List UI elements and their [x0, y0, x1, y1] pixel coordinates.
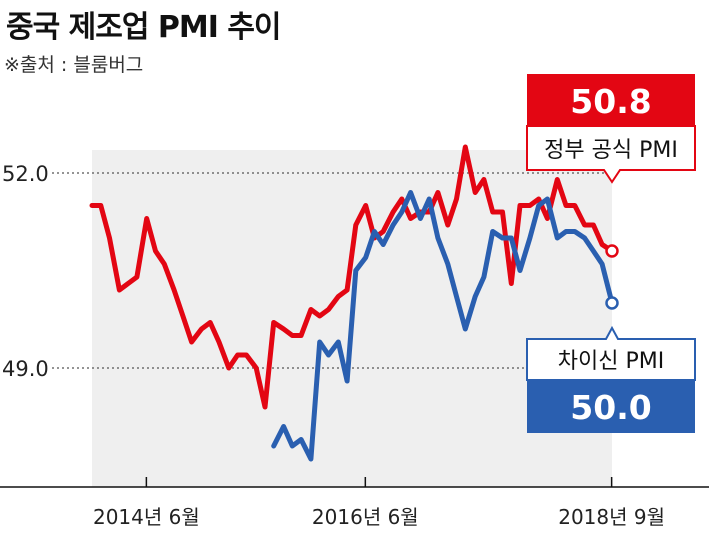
official-callout-box: [526, 125, 696, 184]
official-series-label: 정부 공식 PMI: [544, 138, 678, 163]
x-tick-label: 2016년 6월: [312, 505, 419, 529]
official-value-box: [527, 74, 695, 126]
x-tick-label: 2014년 6월: [93, 505, 200, 529]
chart-title: 중국 제조업 PMI 추이: [6, 10, 282, 45]
y-tick-label: 49.0: [2, 357, 49, 381]
caixin-series-label: 차이신 PMI: [558, 349, 664, 374]
caixin-pmi-endpoint: [605, 296, 619, 310]
official-pmi-endpoint: [605, 244, 619, 258]
caixin-value-box: [527, 380, 695, 433]
x-tick-label: 2018년 9월: [558, 505, 665, 529]
y-tick-label: 52.0: [2, 162, 49, 186]
official-pmi-line: [89, 144, 615, 410]
caixin-value-label: 50.0: [570, 388, 651, 427]
official-value-label: 50.8: [570, 82, 651, 121]
caixin-pmi-line: [271, 190, 615, 462]
chart-source: ※출처 : 블룸버그: [4, 54, 144, 76]
